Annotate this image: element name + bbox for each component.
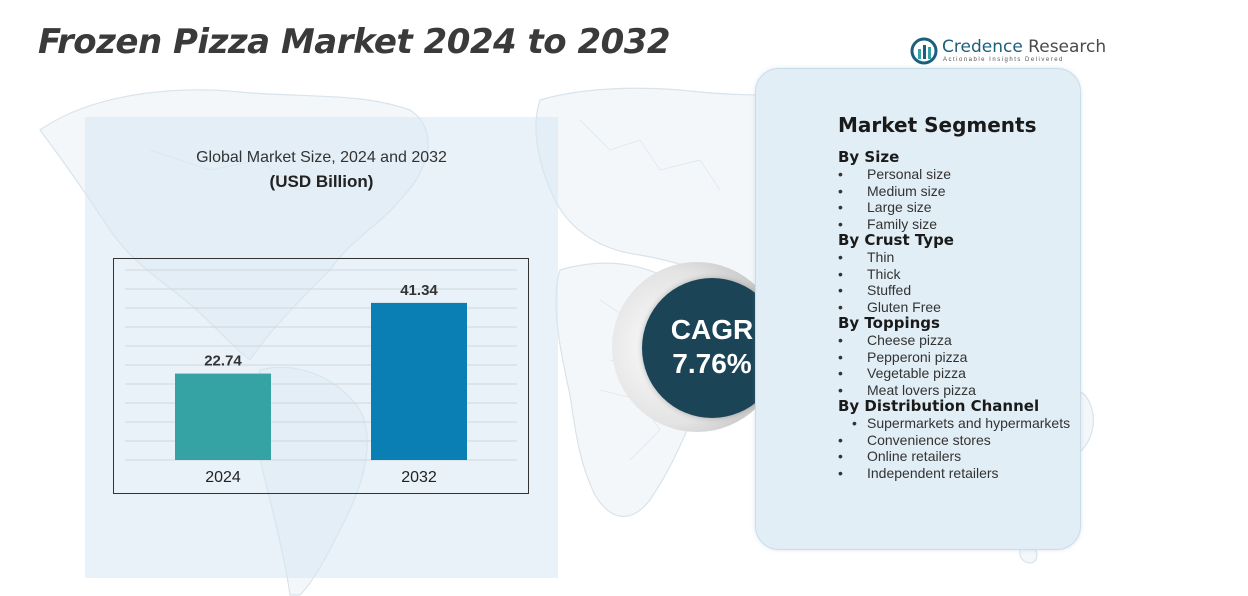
segment-item-label: Meat lovers pizza [867, 381, 976, 398]
brand-name-part2: Research [1022, 37, 1107, 57]
segment-item: • Pepperoni pizza [838, 349, 1074, 366]
segment-item-label: Family size [867, 215, 938, 232]
bar-2024 [175, 373, 271, 460]
bullet-icon: • [838, 298, 843, 315]
market-segments-content: Market Segments By Size • Personal size • Me… [838, 113, 1074, 481]
chart-bars: 22.74 2024 41.34 2032 [175, 282, 467, 486]
segment-list: • Cheese pizza • Pepperoni pizza • Vegetable … [838, 332, 1074, 398]
chart-frame [113, 258, 529, 494]
bullet-icon: • [838, 282, 843, 298]
segment-item: • Meat lovers pizza [838, 382, 1074, 399]
bullet-icon: • [838, 365, 843, 381]
segment-item-label: Cheese pizza [867, 332, 952, 348]
segment-item: • Convenience stores [838, 432, 1074, 449]
brand-tagline: Actionable Insights Delivered [943, 57, 1064, 63]
page-title: Frozen Pizza Market 2024 to 2032 [38, 22, 671, 62]
bullet-icon: • [838, 464, 843, 481]
segments-heading: Market Segments [838, 113, 1037, 137]
bullet-icon: • [838, 199, 843, 215]
segment-item: • Independent retailers [838, 465, 1074, 482]
segment-item-label: Medium size [867, 182, 946, 199]
segment-item: • Personal size [838, 166, 1074, 183]
segment-item-label: Thick [867, 265, 901, 282]
segment-item-label: Personal size [867, 166, 952, 182]
chart-panel: Global Market Size, 2024 and 2032 (USD B… [85, 117, 558, 578]
segment-list: • Thin • Thick • Stuffed • Gluten Free [838, 249, 1074, 315]
segment-item: • Thin [838, 249, 1074, 266]
bullet-icon: • [838, 348, 843, 365]
segment-item-label: Large size [867, 199, 932, 215]
bar-chart: 22.74 2024 41.34 2032 [113, 258, 529, 494]
segment-list: • Personal size • Medium size • Large size • Fa… [838, 166, 1074, 232]
cagr-value: 7.76% [672, 348, 752, 379]
segment-group-title: By Toppings [838, 314, 940, 332]
segment-item-label: Online retailers [867, 448, 962, 464]
segment-item: • Cheese pizza [838, 332, 1074, 349]
segment-item-label: Vegetable pizza [867, 365, 966, 381]
bullet-icon: • [838, 448, 843, 464]
bullet-icon: • [838, 265, 843, 282]
segment-item: • Large size [838, 199, 1074, 216]
segment-item: • Family size [838, 216, 1074, 233]
bullet-icon: • [838, 381, 843, 398]
segment-item-label: Supermarkets and hypermarkets [867, 415, 1071, 431]
segment-item: • Vegetable pizza [838, 365, 1074, 382]
bullet-icon: • [838, 215, 843, 232]
brand-name-part1: Credence [942, 37, 1023, 57]
segment-group-title: By Size [838, 148, 900, 166]
bullet-icon: • [838, 332, 843, 348]
bullet-icon: • [838, 249, 843, 265]
bullet-icon: • [838, 182, 843, 199]
x-tick-label: 2024 [205, 469, 241, 486]
segment-item: • Supermarkets and hypermarkets [838, 415, 1074, 432]
chart-unit-label: (USD Billion) [269, 172, 374, 191]
segment-item-label: Convenience stores [867, 431, 991, 448]
segment-item-label: Independent retailers [867, 464, 999, 481]
bullet-icon: • [852, 415, 857, 431]
brand-logo-block: Credence Research Actionable Insights De… [910, 36, 1106, 70]
segment-item-label: Pepperoni pizza [867, 348, 968, 365]
data-label: 41.34 [400, 282, 438, 299]
x-tick-label: 2032 [401, 469, 437, 486]
segment-group-title: By Crust Type [838, 231, 954, 249]
segment-group-title: By Distribution Channel [838, 397, 1040, 415]
bullet-icon: • [838, 166, 843, 182]
cagr-label: CAGR [670, 314, 754, 345]
data-label: 22.74 [204, 353, 242, 370]
credence-logo-icon [910, 37, 938, 65]
segment-item: • Thick [838, 266, 1074, 283]
bullet-icon: • [838, 431, 843, 448]
segment-item: • Online retailers [838, 448, 1074, 465]
segment-item: • Stuffed [838, 282, 1074, 299]
segment-item-label: Gluten Free [867, 298, 941, 315]
brand-name: Credence Research [942, 37, 1106, 57]
market-segments-panel: Market Segments By Size • Personal size • Me… [755, 68, 1081, 550]
segment-item: • Gluten Free [838, 299, 1074, 316]
bar-2032 [371, 302, 467, 460]
segment-item-label: Stuffed [867, 282, 912, 298]
chart-title: Global Market Size, 2024 and 2032 [196, 149, 447, 166]
segment-item-label: Thin [867, 249, 895, 265]
segment-list: • Supermarkets and hypermarkets • Convenien… [838, 415, 1074, 481]
segment-item: • Medium size [838, 183, 1074, 200]
